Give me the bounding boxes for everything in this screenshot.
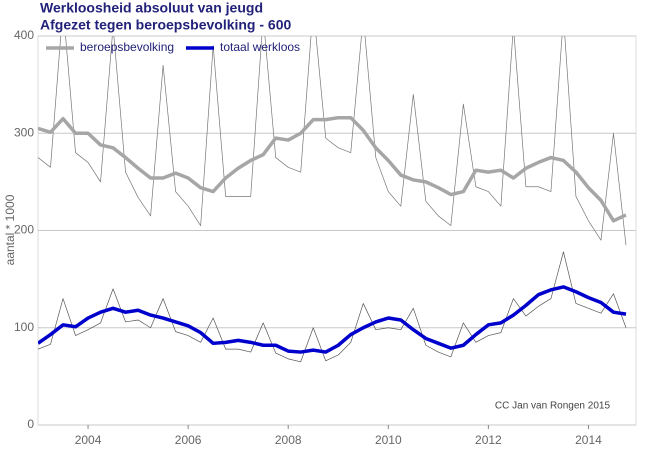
y-tick-label: 200 xyxy=(14,223,34,237)
lines xyxy=(38,36,627,363)
x-tick-label: 2004 xyxy=(75,433,102,447)
legend: beroepsbevolking totaal werkloos xyxy=(46,40,300,54)
y-tick-label: 300 xyxy=(14,125,34,139)
smoothed-line xyxy=(38,115,627,223)
grid: 0 100 200 300 400 2004 2006 2008 2010 2012 2014 xyxy=(14,28,636,447)
y-tick-label: 0 xyxy=(27,417,34,431)
x-tick-label: 2014 xyxy=(575,433,602,447)
legend-label: beroepsbevolking xyxy=(80,40,174,54)
legend-label: totaal werkloos xyxy=(220,40,300,54)
raw-line xyxy=(38,251,627,363)
y-axis-label: aantal * 1000 xyxy=(3,194,17,265)
smoothed-line xyxy=(38,285,627,354)
x-tick-label: 2008 xyxy=(275,433,302,447)
y-tick-label: 400 xyxy=(14,28,34,42)
chart-title: Werkloosheid absoluut van jeugd xyxy=(40,0,263,16)
chart-subtitle: Afgezet tegen beroepsbevolking - 600 xyxy=(40,17,291,33)
x-tick-label: 2010 xyxy=(375,433,402,447)
x-tick-label: 2012 xyxy=(475,433,502,447)
raw-line xyxy=(38,36,627,246)
y-tick-label: 100 xyxy=(14,320,34,334)
credit: CC Jan van Rongen 2015 xyxy=(495,401,611,412)
x-tick-label: 2006 xyxy=(175,433,202,447)
